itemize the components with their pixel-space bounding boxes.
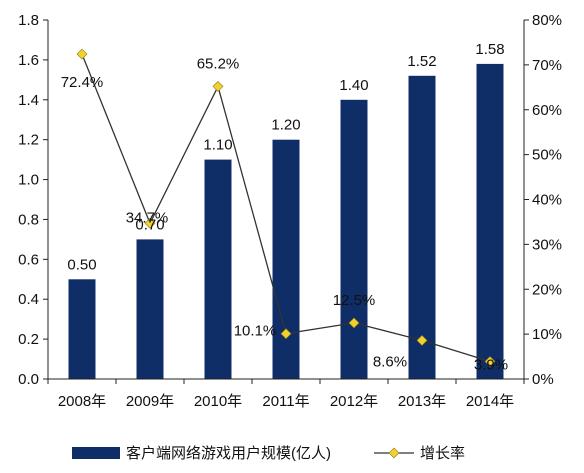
bar-4 — [340, 99, 368, 380]
y-left-tick-label: 1.6 — [18, 52, 39, 69]
bar-value-label-2: 1.10 — [203, 137, 232, 154]
y-right-tick-label: 20% — [532, 281, 562, 298]
growth-rate-marker-4 — [348, 317, 360, 329]
line-layer — [76, 48, 496, 367]
growth-rate-label-4: 12.5% — [333, 292, 376, 309]
growth-rate-label-1: 34.7% — [126, 209, 169, 226]
y-left-tick-label: 0.0 — [18, 371, 39, 388]
growth-rate-marker-5 — [416, 334, 428, 346]
y-right-tick-label: 30% — [532, 236, 562, 253]
bar-6 — [476, 63, 504, 380]
x-tick-label: 2009年 — [126, 393, 174, 410]
legend-line-marker — [388, 447, 400, 459]
y-left-tick-label: 1.0 — [18, 172, 39, 189]
y-left-tick-label: 0.8 — [18, 211, 39, 228]
axes-layer: 0.0 0.2 0.4 0.6 0.8 1.0 1.2 1.4 1.6 1.8 0% 10% 20% 30… — [18, 12, 562, 410]
x-tick-label: 2011年 — [262, 393, 309, 410]
legend-bar-swatch — [72, 447, 120, 459]
growth-rate-label-3: 10.1% — [234, 323, 277, 340]
growth-rate-label-5: 8.6% — [373, 353, 407, 370]
y-left-tick-label: 0.4 — [18, 291, 39, 308]
bar-value-label-3: 1.20 — [271, 117, 300, 134]
growth-rate-marker-6 — [484, 356, 496, 367]
x-tick-label: 2008年 — [58, 393, 106, 410]
bar-1 — [136, 239, 164, 379]
growth-rate-marker-2 — [212, 80, 224, 92]
bar-5 — [408, 75, 436, 380]
y-left-tick-label: 0.6 — [18, 251, 39, 268]
x-tick-label: 2013年 — [398, 393, 446, 410]
y-right-tick-label: 0% — [532, 371, 554, 388]
growth-rate-label-0: 72.4% — [61, 74, 104, 91]
x-tick-label: 2012年 — [330, 393, 378, 410]
y-right-tick-label: 50% — [532, 147, 562, 164]
x-tick-label: 2010年 — [194, 393, 242, 410]
legend: 客户端网络游戏用户规模(亿人) 增长率 — [72, 445, 465, 462]
bar-2 — [204, 159, 232, 379]
y-right-tick-label: 10% — [532, 326, 562, 343]
bar-value-label-6: 1.58 — [475, 41, 504, 58]
bar-3 — [272, 139, 300, 379]
bar-0 — [68, 279, 96, 379]
legend-bar-label: 客户端网络游戏用户规模(亿人) — [126, 445, 331, 462]
y-right-tick-label: 60% — [532, 102, 562, 119]
legend-line-label: 增长率 — [420, 445, 465, 462]
growth-rate-label-2: 65.2% — [197, 55, 240, 72]
y-left-tick-label: 0.2 — [18, 331, 39, 348]
bar-value-label-5: 1.52 — [407, 53, 436, 70]
y-right-tick-label: 80% — [532, 12, 562, 29]
y-left-tick-label: 1.2 — [18, 132, 39, 149]
y-left-tick-label: 1.4 — [18, 92, 39, 109]
growth-rate-marker-3 — [280, 328, 292, 340]
growth-rate-label-6: 3.9% — [474, 356, 508, 373]
y-right-tick-label: 40% — [532, 192, 562, 209]
growth-rate-marker-1 — [144, 217, 156, 229]
y-right-tick-label: 70% — [532, 57, 562, 74]
growth-rate-marker-0 — [76, 48, 88, 60]
x-tick-label: 2014年 — [466, 393, 514, 410]
bar-value-label-4: 1.40 — [339, 77, 368, 94]
bar-value-label-0: 0.50 — [67, 256, 96, 273]
bar-value-label-1: 0.70 — [135, 216, 164, 233]
y-left-tick-label: 1.8 — [18, 12, 39, 29]
labels-layer: 0.50 0.70 1.10 1.20 1.40 1.52 1.58 72.4% 34.7% 65… — [61, 41, 508, 374]
